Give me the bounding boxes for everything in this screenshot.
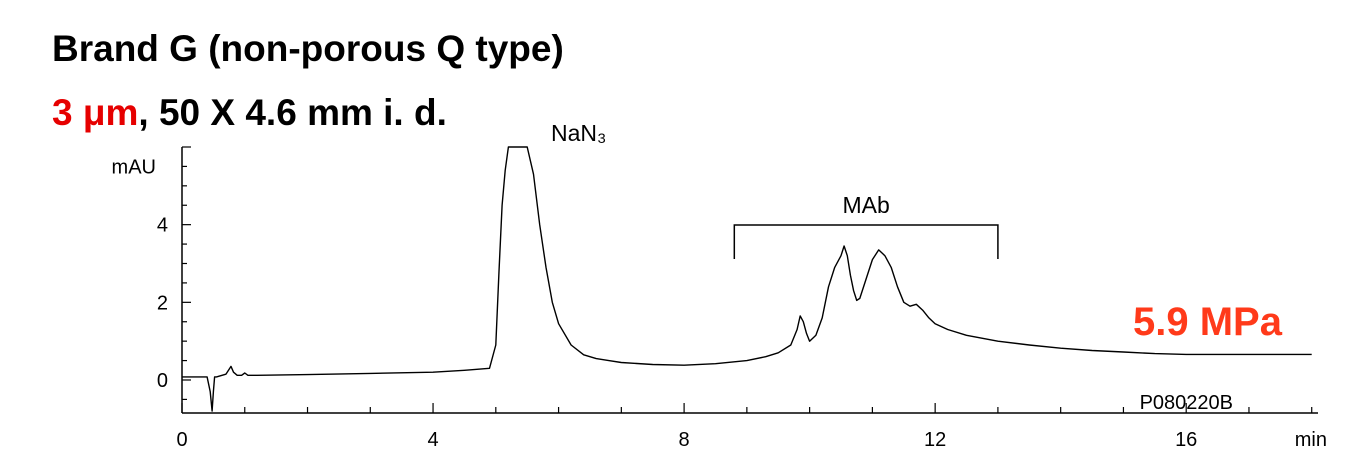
- tick-group: 0 4 8 12 16 0 2 4: [157, 146, 1313, 451]
- x-tick-label: 16: [1175, 429, 1197, 451]
- column-dimensions: , 50 X 4.6 mm i. d.: [138, 92, 447, 133]
- annotation-mab: MAb: [842, 192, 889, 218]
- chart-title-line2: 3 μm, 50 X 4.6 mm i. d.: [52, 92, 447, 134]
- x-tick-label: 4: [427, 429, 438, 451]
- x-tick-label: 8: [679, 429, 690, 451]
- y-tick-label: 0: [157, 370, 168, 392]
- axes: [181, 147, 1318, 414]
- y-tick-label: 2: [157, 292, 168, 314]
- particle-size-highlight: 3 μm: [52, 92, 139, 133]
- pressure-label: 5.9 MPa: [1133, 300, 1282, 344]
- chromatogram-trace: [182, 146, 1312, 412]
- y-tick-label: 4: [157, 215, 168, 237]
- mab-bracket: [733, 224, 999, 259]
- x-axis-label: min: [1295, 429, 1327, 451]
- x-tick-label: 0: [176, 429, 187, 451]
- y-axis-label: mAU: [112, 156, 156, 178]
- chromatogram-code: P080220B: [1140, 392, 1233, 414]
- chart-title-line1: Brand G (non-porous Q type): [52, 28, 564, 69]
- x-tick-label: 12: [924, 429, 946, 451]
- annotation-nan3: NaN₃: [551, 120, 606, 146]
